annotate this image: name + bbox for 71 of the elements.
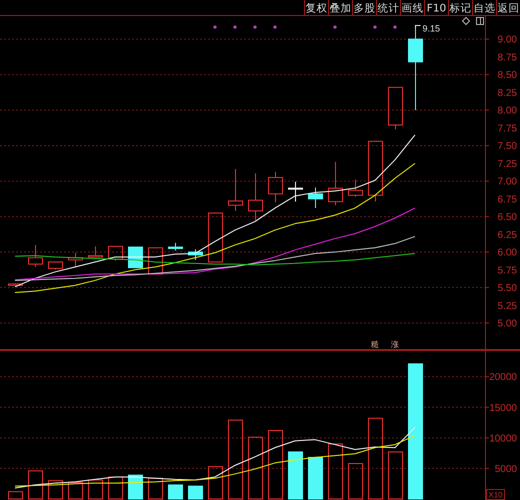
text: 叠加 xyxy=(330,2,352,14)
bar xyxy=(388,451,403,500)
bar xyxy=(408,363,423,500)
candlestick xyxy=(388,86,403,130)
y-tick-label: 6.00 xyxy=(498,248,518,259)
y-tick-label: 6.75 xyxy=(498,194,518,206)
candlestick xyxy=(228,168,243,212)
line-series xyxy=(14,162,416,294)
bar xyxy=(128,474,143,500)
bar xyxy=(148,478,163,500)
text: 返回 xyxy=(498,2,520,14)
y-tick-label: 8.25 xyxy=(498,88,518,99)
candlestick xyxy=(308,186,323,209)
annotation: 9.15 xyxy=(422,23,440,34)
line-series xyxy=(14,236,416,281)
bar xyxy=(168,484,183,500)
bar xyxy=(88,480,103,500)
bar xyxy=(348,463,363,500)
candlestick xyxy=(88,246,103,258)
candlestick xyxy=(248,172,263,221)
text: 标记 xyxy=(448,2,472,14)
y-tick-label: 7.00 xyxy=(498,176,518,188)
bar xyxy=(228,420,243,500)
bar xyxy=(288,451,303,500)
y-tick-label: 6.50 xyxy=(498,212,518,224)
y-tick-label: 8.50 xyxy=(498,70,518,82)
text: 统计 xyxy=(378,2,400,14)
line-series xyxy=(14,208,416,280)
y-tick-label: 10000 xyxy=(489,433,518,444)
text: 画线 xyxy=(402,2,424,14)
bar xyxy=(108,476,123,500)
bar xyxy=(68,482,83,500)
y-axis-title: X10 xyxy=(488,490,504,500)
y-tick-label: 5000 xyxy=(494,464,518,475)
y-tick-label: 5.00 xyxy=(498,318,518,330)
line-series xyxy=(14,252,416,266)
annotation: 糙 xyxy=(371,340,379,349)
y-tick-label: 7.50 xyxy=(498,141,518,152)
candlestick xyxy=(28,244,43,268)
candlestick xyxy=(408,28,423,111)
text: F10 xyxy=(426,2,446,14)
y-tick-label: 5.75 xyxy=(498,265,518,276)
y-tick-label: 7.25 xyxy=(498,158,518,170)
bar xyxy=(368,418,383,500)
bar xyxy=(268,430,283,500)
text: 自选 xyxy=(474,2,496,14)
line-series xyxy=(14,434,416,487)
candlestick xyxy=(208,212,223,262)
y-tick-label: 7.75 xyxy=(498,123,518,134)
bar xyxy=(8,491,23,500)
y-tick-label: 15000 xyxy=(489,402,518,414)
candlestick xyxy=(288,181,303,202)
y-tick-label: 5.25 xyxy=(498,300,518,312)
y-tick-label: 8.75 xyxy=(498,52,518,64)
bar xyxy=(28,470,43,500)
y-tick-label: 5.50 xyxy=(498,283,518,294)
bar xyxy=(248,436,263,500)
bar xyxy=(308,456,323,500)
bar xyxy=(48,480,63,500)
bar xyxy=(328,443,343,500)
line-series xyxy=(14,134,416,288)
y-tick-label: 6.25 xyxy=(498,230,518,241)
text: 复权 xyxy=(306,2,328,14)
annotation: 涨 xyxy=(391,340,399,349)
bar xyxy=(208,466,223,500)
y-tick-label: 9.00 xyxy=(498,34,518,46)
line-series xyxy=(14,426,416,488)
text: 多股 xyxy=(354,2,376,14)
bar xyxy=(188,486,203,500)
y-tick-label: 8.00 xyxy=(498,106,518,117)
y-tick-label: 20000 xyxy=(489,372,518,384)
